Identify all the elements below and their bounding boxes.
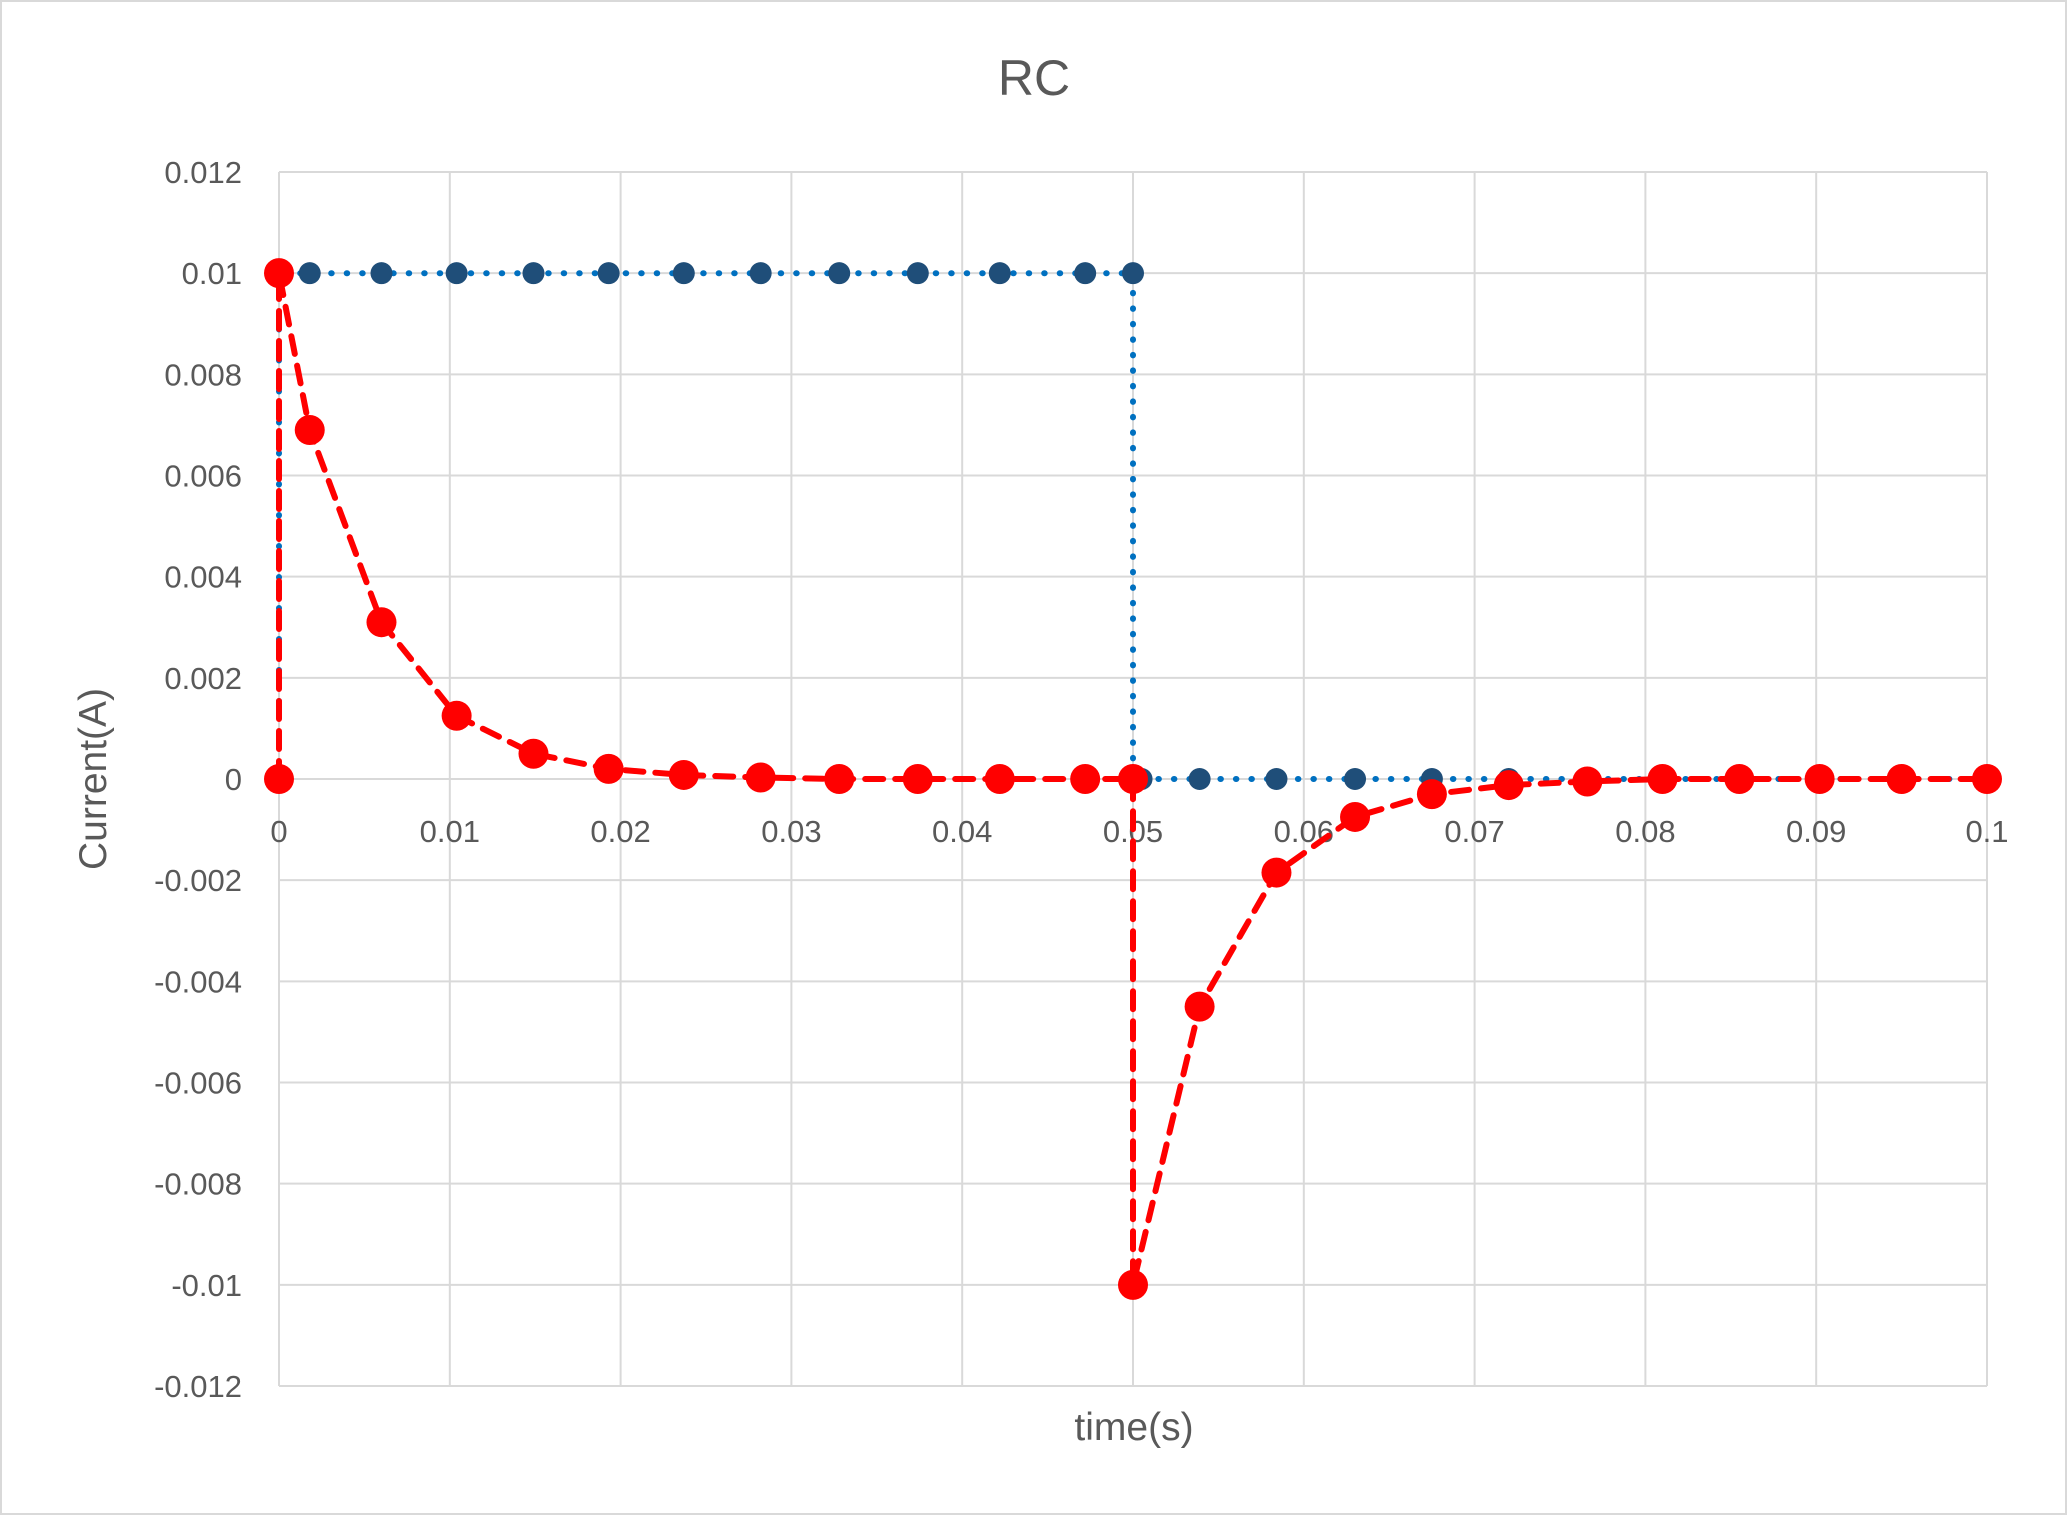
x-tick-label: 0.08 [1615,814,1675,849]
series-2-marker [366,607,397,638]
series-1-marker [445,262,468,285]
series-2-marker [593,753,624,784]
series-2-marker [1886,764,1917,794]
series-2-marker [1724,764,1755,794]
y-tick-label: -0.008 [154,1167,242,1202]
series-2-marker [745,762,776,793]
x-tick-labels: 0 0.01 0.02 0.03 0.04 0.05 0.06 0.07 0.08 0.09 0.1 [270,814,2008,849]
series-1-marker [1344,768,1367,790]
y-tick-label: 0.002 [164,661,242,696]
y-tick-label: 0.004 [164,560,242,595]
series-2-marker [441,700,472,731]
y-tick-label: -0.004 [154,964,242,999]
series-2-marker [518,738,549,769]
series-2-marker [984,764,1015,794]
y-tick-label: 0.008 [164,357,242,392]
series-1-marker [522,262,545,285]
y-tick-label: -0.012 [154,1369,242,1404]
series-1-marker [1265,768,1288,790]
series-2-marker [668,759,699,790]
series-2-marker [1804,764,1835,794]
series-1-marker [672,262,695,285]
series-2-marker [1184,991,1215,1022]
y-tick-label: -0.01 [171,1268,242,1303]
series-2-marker [824,764,855,794]
series-1-marker [1188,768,1211,790]
y-tick-label: 0.012 [164,155,242,190]
series-2-marker [1261,857,1292,888]
x-tick-label: 0.06 [1274,814,1334,849]
series-layer [264,258,2002,1300]
series-2 [264,258,2002,1300]
series-1-marker [597,262,620,285]
series-2-marker [902,764,933,794]
y-tick-label: 0.01 [182,256,242,291]
series-1 [268,262,1998,790]
x-axis-title: time(s) [1074,1406,1193,1449]
series-2-marker [1572,766,1603,797]
series-1-marker [1122,262,1144,285]
series-2-marker [1118,764,1148,794]
y-tick-label: 0 [225,762,242,797]
series-2-marker [1340,801,1371,832]
series-1-marker [749,262,772,285]
series-1-marker [906,262,929,285]
series-2-marker [1647,764,1678,794]
series-2-marker [1070,764,1101,794]
x-tick-label: 0.02 [590,814,650,849]
y-axis-title: Current(A) [72,688,115,870]
series-1-marker [370,262,393,285]
series-1-marker [1074,262,1097,285]
y-tick-label: -0.002 [154,863,242,898]
series-2-marker [1972,764,2002,794]
series-2-marker [1416,779,1447,810]
series-2-marker [1118,1269,1148,1300]
series-2-marker [294,414,325,445]
series-2-marker [1493,770,1524,801]
x-tick-label: 0.04 [932,814,992,849]
series-1-marker [828,262,851,285]
y-tick-label: 0.006 [164,459,242,494]
series-2-marker [264,764,294,794]
x-tick-label: 0.03 [761,814,821,849]
x-tick-label: 0 [270,814,287,849]
y-tick-label: -0.006 [154,1066,242,1101]
series-1-marker [298,262,321,285]
series-2-marker [264,258,294,289]
series-1-marker [988,262,1011,285]
x-tick-label: 0.1 [1965,814,2008,849]
y-tick-labels: 0.012 0.01 0.008 0.006 0.004 0.002 0 -0.002 -0.0… [154,155,242,1404]
x-tick-label: 0.01 [420,814,480,849]
chart-title: RC [998,50,1070,106]
x-tick-label: 0.09 [1786,814,1846,849]
x-tick-label: 0.07 [1444,814,1504,849]
